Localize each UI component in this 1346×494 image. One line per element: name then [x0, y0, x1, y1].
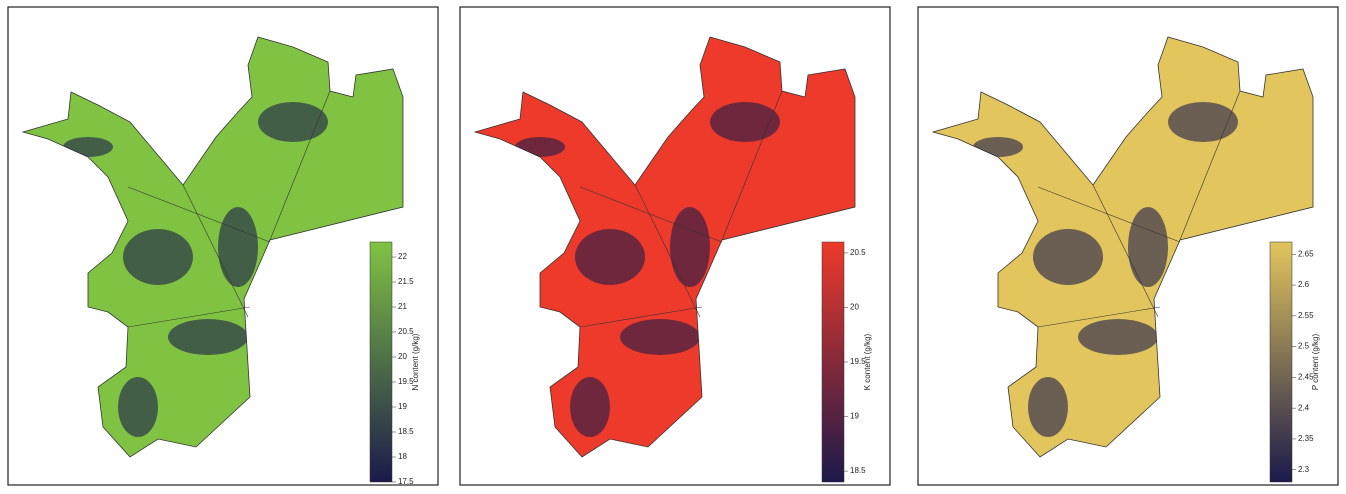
low-zone: [118, 377, 158, 437]
low-zone: [670, 207, 710, 287]
colorbar-label: K content (g/kg): [863, 333, 872, 390]
colorbar-tick-label: 18: [398, 452, 407, 461]
colorbar-tick-label: 2.3: [1298, 465, 1310, 474]
low-zone: [1033, 229, 1103, 285]
colorbar-tick-label: 19: [398, 402, 407, 411]
colorbar-tick-label: 2.55: [1298, 311, 1314, 320]
colorbar-tick-label: 18.5: [398, 427, 414, 436]
colorbar-tick-label: 2.65: [1298, 249, 1314, 258]
low-zone: [1028, 377, 1068, 437]
low-zone: [123, 229, 193, 285]
colorbar: [822, 242, 844, 482]
colorbar-tick-label: 22: [398, 252, 407, 261]
colorbar-tick-label: 17.5: [398, 477, 414, 486]
colorbar-tick-label: 18.5: [850, 466, 866, 475]
low-zone: [218, 207, 258, 287]
colorbar-tick-label: 20: [398, 352, 407, 361]
figure: 17.51818.51919.52020.52121.522N content …: [0, 0, 1346, 489]
colorbar-tick-label: 20: [850, 303, 859, 312]
colorbar-tick-label: 19: [850, 412, 859, 421]
colorbar-tick-label: 21.5: [398, 277, 414, 286]
colorbar-tick-label: 2.5: [1298, 342, 1310, 351]
colorbar-tick-label: 2.4: [1298, 403, 1310, 412]
low-zone: [1128, 207, 1168, 287]
low-zone: [1078, 319, 1158, 355]
low-zone: [570, 377, 610, 437]
colorbar-tick-label: 2.6: [1298, 280, 1310, 289]
colorbar-tick-label: 2.35: [1298, 434, 1314, 443]
colorbar: [1270, 242, 1292, 482]
colorbar: [370, 242, 392, 482]
low-zone: [575, 229, 645, 285]
low-zone: [168, 319, 248, 355]
colorbar-tick-label: 20.5: [850, 248, 866, 257]
low-zone: [620, 319, 700, 355]
colorbar-label: N content (g/kg): [411, 333, 420, 390]
colorbar-tick-label: 21: [398, 302, 407, 311]
colorbar-label: P content (g/kg): [1311, 334, 1320, 391]
map-panel: 2.32.352.42.452.52.552.62.65P content (g…: [918, 7, 1338, 485]
